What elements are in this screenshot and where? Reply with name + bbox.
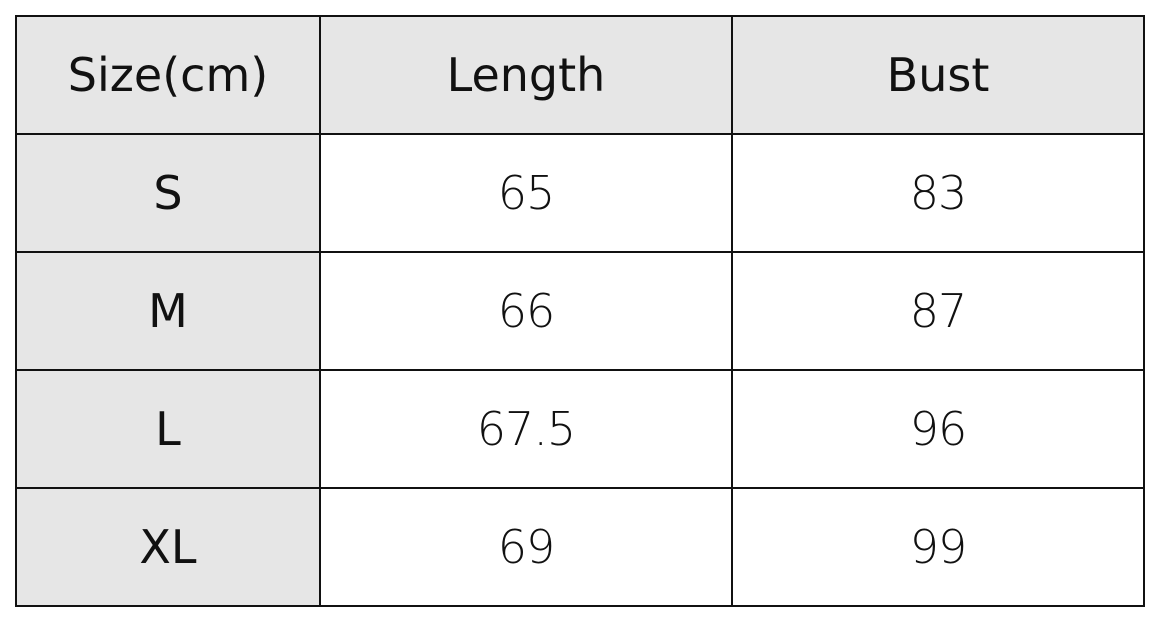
size-cell: M xyxy=(15,251,321,371)
data-row: XL 69 99 xyxy=(15,487,1145,607)
header-cell: Size(cm) xyxy=(15,15,321,135)
value-cell: 83 xyxy=(731,133,1145,253)
data-row: L 67.5 96 xyxy=(15,369,1145,489)
value-cell: 65 xyxy=(319,133,733,253)
size-cell: L xyxy=(15,369,321,489)
size-table: Size(cm) Length Bust S 65 83 M 66 87 L 67.5 96 XL 69 9… xyxy=(15,15,1145,607)
size-cell: S xyxy=(15,133,321,253)
size-cell: XL xyxy=(15,487,321,607)
header-row: Size(cm) Length Bust xyxy=(15,15,1145,135)
value-cell: 87 xyxy=(731,251,1145,371)
header-cell: Bust xyxy=(731,15,1145,135)
value-cell: 69 xyxy=(319,487,733,607)
data-row: M 66 87 xyxy=(15,251,1145,371)
value-cell: 67.5 xyxy=(319,369,733,489)
value-cell: 99 xyxy=(731,487,1145,607)
data-row: S 65 83 xyxy=(15,133,1145,253)
header-cell: Length xyxy=(319,15,733,135)
value-cell: 66 xyxy=(319,251,733,371)
table-body: Size(cm) Length Bust S 65 83 M 66 87 L 67.5 96 XL 69 9… xyxy=(15,15,1145,607)
value-cell: 96 xyxy=(731,369,1145,489)
